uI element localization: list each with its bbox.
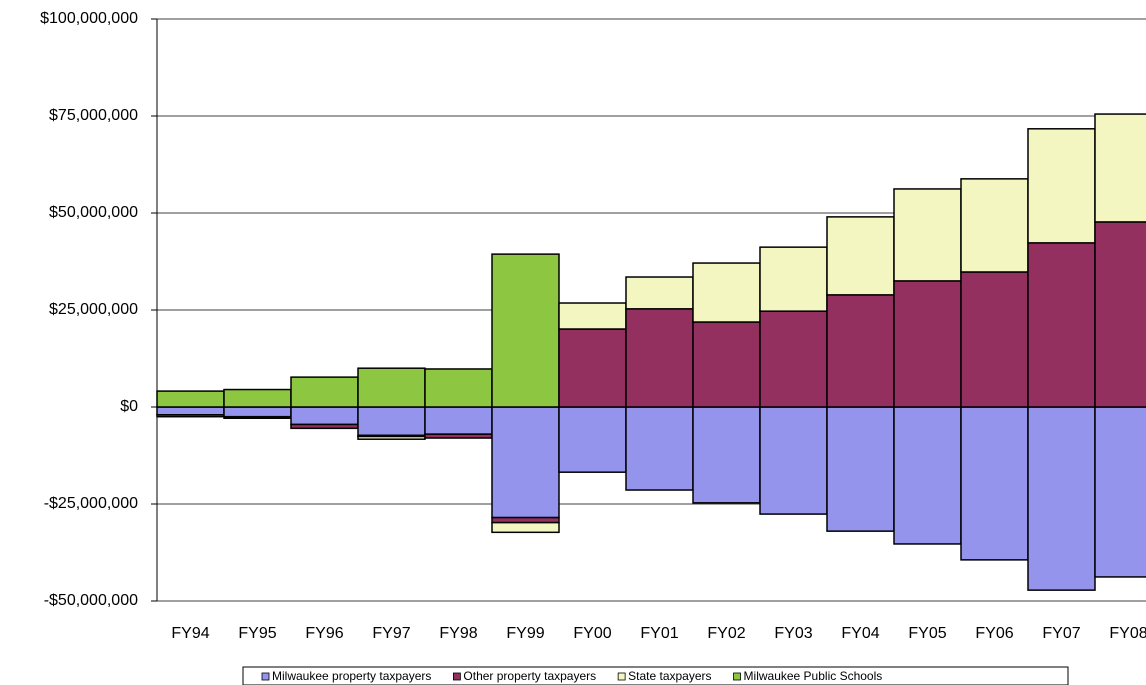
bar-segment: [424, 368, 493, 408]
bar-segment: [692, 406, 761, 504]
bar-segment: [1027, 242, 1096, 408]
x-tick-label: FY00: [573, 625, 611, 642]
legend-label: Milwaukee property taxpayers: [272, 669, 431, 683]
x-tick-label: FY02: [707, 625, 745, 642]
x-tick-label: FY06: [975, 625, 1013, 642]
bar-segment: [960, 271, 1029, 408]
bar-segment: [290, 423, 359, 430]
bar-segment: [692, 321, 761, 408]
bar-segment: [491, 406, 560, 519]
legend-swatch: [453, 672, 461, 681]
bar-segment: [1094, 406, 1146, 578]
x-tick-label: FY94: [171, 625, 209, 642]
legend-box: [242, 666, 1069, 685]
bar-segment: [960, 178, 1029, 273]
bar-segment: [156, 406, 225, 416]
x-tick-label: FY05: [908, 625, 946, 642]
legend-swatch: [733, 672, 741, 681]
bar-segment: [223, 415, 292, 420]
x-tick-label: FY97: [372, 625, 410, 642]
legend-label: Milwaukee Public Schools: [744, 669, 883, 683]
y-tick-label: $50,000,000: [49, 204, 138, 221]
bar-segment: [893, 280, 962, 408]
bar-segment: [759, 310, 828, 408]
legend-swatch: [261, 672, 270, 681]
bar-segment: [357, 435, 426, 440]
bar-segment: [424, 433, 493, 439]
bar-segment: [491, 516, 560, 524]
legend-swatch: [617, 672, 626, 681]
y-tick-label: -$25,000,000: [44, 495, 138, 512]
bar-segment: [893, 406, 962, 545]
bar-segment: [223, 388, 292, 408]
bar-segment: [357, 367, 426, 408]
bar-segment: [491, 253, 560, 408]
bar-segment: [357, 406, 426, 437]
y-tick-label: $75,000,000: [49, 107, 138, 124]
x-tick-label: FY99: [506, 625, 544, 642]
bar-segment: [558, 302, 627, 330]
bars: [156, 113, 1146, 591]
y-tick-label: $100,000,000: [40, 10, 138, 27]
bar-segment: [692, 262, 761, 323]
bar-segment: [960, 406, 1029, 561]
x-tick-label: FY07: [1042, 625, 1080, 642]
y-tick-label: $25,000,000: [49, 301, 138, 318]
bar-segment: [826, 294, 895, 408]
bar-segment: [1027, 406, 1096, 591]
x-tick-label: FY04: [841, 625, 879, 642]
bar-segment: [625, 406, 694, 491]
x-tick-label: FY01: [640, 625, 678, 642]
bar-segment: [290, 406, 359, 426]
bar-segment: [223, 406, 292, 418]
bar-segment: [558, 406, 627, 473]
legend-label: Other property taxpayers: [463, 669, 596, 683]
x-tick-label: FY98: [439, 625, 477, 642]
bar-segment: [826, 406, 895, 532]
bar-segment: [558, 328, 627, 408]
bar-segment: [1094, 113, 1146, 223]
x-tick-label: FY96: [305, 625, 343, 642]
x-tick-label: FY03: [774, 625, 812, 642]
bar-segment: [1094, 221, 1146, 408]
bar-segment: [424, 406, 493, 435]
legend-label: State taxpayers: [628, 669, 711, 683]
bar-segment: [759, 246, 828, 312]
bar-segment: [759, 406, 828, 515]
axes: -$50,000,000 -$25,000,000 $0 $25,000,000 $50…: [40, 10, 1146, 642]
bar-segment: [625, 276, 694, 310]
bar-segment: [290, 376, 359, 408]
bar-segment: [826, 216, 895, 296]
x-tick-label: FY95: [238, 625, 276, 642]
legend: Milwaukee property taxpayers Other proper…: [242, 666, 1069, 685]
bar-segment: [893, 188, 962, 282]
bar-segment: [156, 390, 225, 408]
x-tick-label: FY08: [1109, 625, 1146, 642]
bar-segment: [1027, 128, 1096, 244]
y-tick-label: -$50,000,000: [44, 592, 138, 609]
y-tick-label: $0: [120, 398, 138, 415]
bar-segment: [156, 414, 225, 418]
bar-segment: [491, 521, 560, 534]
bar-segment: [625, 308, 694, 408]
